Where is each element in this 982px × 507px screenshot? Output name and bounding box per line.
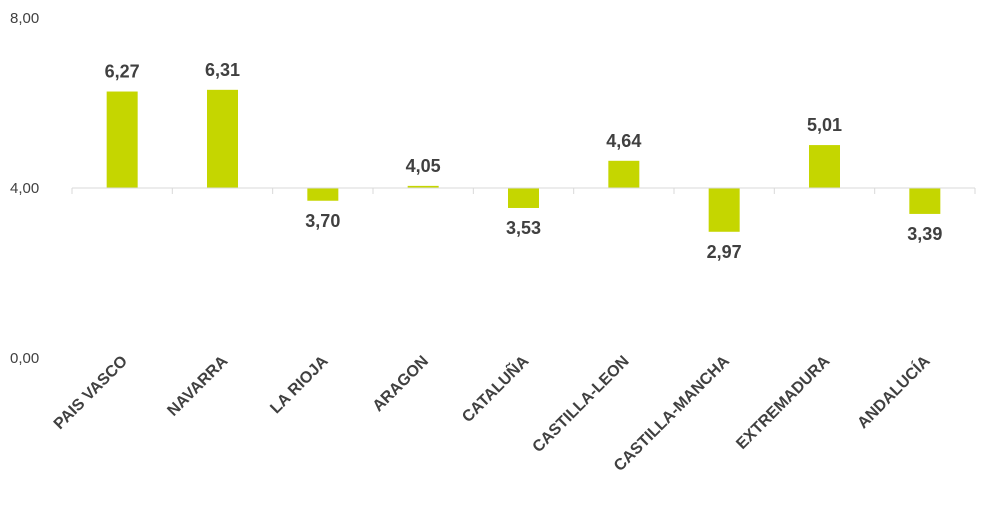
bar bbox=[307, 188, 339, 201]
data-label: 3,70 bbox=[305, 211, 340, 231]
bar bbox=[207, 89, 238, 188]
x-tick-label: ARAGON bbox=[370, 353, 432, 415]
bar bbox=[106, 91, 138, 188]
bar bbox=[809, 145, 840, 188]
data-label: 6,27 bbox=[105, 62, 140, 82]
data-label: 4,05 bbox=[406, 156, 441, 176]
bar bbox=[608, 160, 640, 188]
x-tick-label: NAVARRA bbox=[164, 352, 231, 419]
data-label: 5,01 bbox=[807, 115, 842, 135]
x-axis-ticks: PAIS VASCO NAVARRA LA RIOJA ARAGON CATALUÑAC… bbox=[51, 350, 934, 474]
x-tick-label: CATALUÑA bbox=[457, 350, 533, 426]
x-tick-label: PAIS VASCO bbox=[51, 353, 131, 433]
x-tick-label: ANDALUCÍA bbox=[853, 351, 934, 432]
category-axis bbox=[71, 187, 976, 194]
data-label: 2,97 bbox=[707, 242, 742, 262]
y-tick-label: 4,00 bbox=[10, 180, 39, 197]
data-labels: 6,27 6,31 3,70 4,05 3,53 4,64 2,97 5,01 3,39 bbox=[105, 60, 943, 262]
data-label: 3,39 bbox=[907, 224, 942, 244]
data-label: 6,31 bbox=[205, 60, 240, 80]
bars bbox=[106, 89, 941, 232]
y-axis-ticks: 8,00 4,00 0,00 bbox=[10, 10, 39, 367]
data-label: 4,64 bbox=[606, 131, 641, 151]
bar bbox=[909, 188, 941, 214]
x-tick-label: CASTILLA-MANCHA bbox=[611, 352, 733, 474]
bar bbox=[708, 188, 740, 232]
x-tick-label: EXTREMADURA bbox=[733, 352, 833, 452]
x-tick-label: LA RIOJA bbox=[267, 352, 332, 417]
bar bbox=[407, 185, 439, 188]
bar bbox=[508, 188, 539, 208]
x-tick-label: CASTILLA-LEON bbox=[530, 353, 633, 456]
data-label: 3,53 bbox=[506, 218, 541, 238]
y-tick-label: 8,00 bbox=[10, 10, 39, 27]
y-tick-label: 0,00 bbox=[10, 350, 39, 367]
